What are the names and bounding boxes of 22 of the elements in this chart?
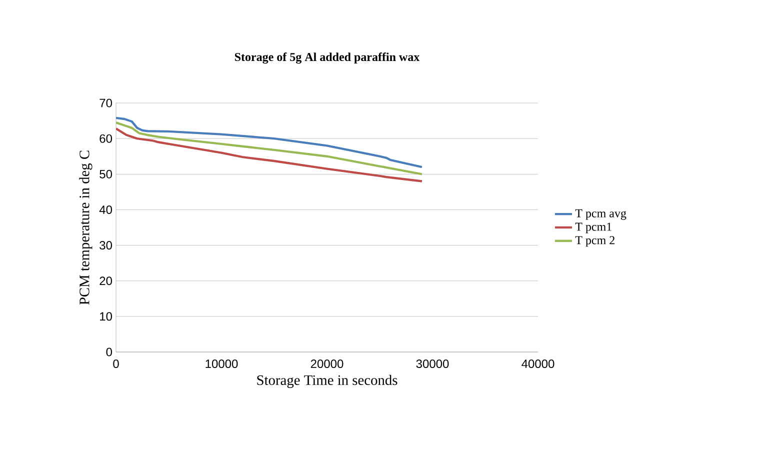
x-axis-title: Storage Time in seconds (257, 374, 398, 388)
y-tick-label: 50 (100, 170, 112, 178)
chart-title: Storage of 5g Al added paraffin wax (234, 52, 420, 64)
x-tick-label: 0 (113, 360, 119, 368)
line-series (116, 121, 424, 176)
x-tick-label: 40000 (522, 360, 554, 368)
legend-label: T pcm 2 (575, 236, 614, 247)
x-tick-label: 30000 (416, 360, 449, 368)
line-series (116, 116, 424, 168)
line-series (116, 128, 424, 182)
legend-label: T pcm1 (575, 222, 612, 234)
y-tick-label: 30 (100, 241, 112, 250)
x-tick-label: 10000 (206, 360, 238, 368)
y-tick-label: 70 (100, 98, 112, 108)
y-tick-label: 40 (99, 205, 112, 214)
y-tick-label: 20 (100, 276, 112, 286)
y-axis-title: PCM temperature in deg C (79, 150, 92, 305)
x-tick-label: 20000 (310, 360, 344, 368)
y-tick-label: 0 (106, 348, 112, 356)
y-tick-label: 60 (100, 134, 112, 143)
y-tick-label: 10 (100, 312, 112, 321)
legend-label: T pcm avg (575, 209, 626, 220)
